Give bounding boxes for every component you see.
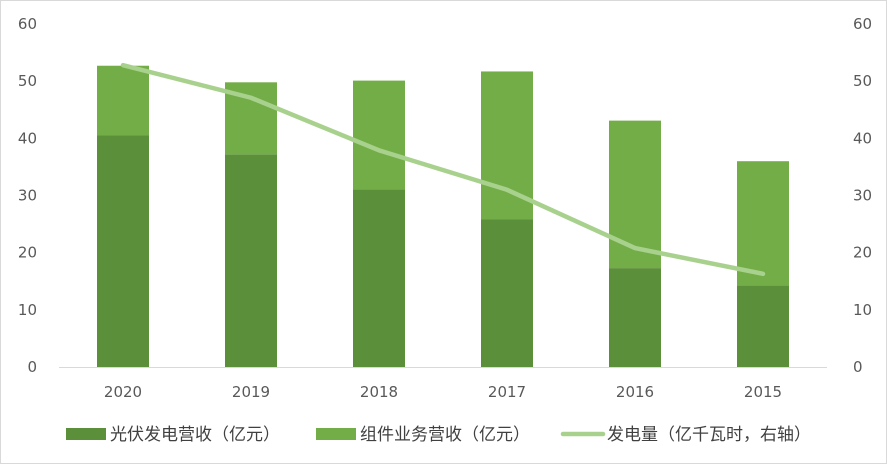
x-tick-label: 2018 [360, 383, 398, 401]
bar-pv-revenue-2020 [97, 135, 149, 367]
right-tick-label: 50 [853, 72, 872, 90]
bar-series-group [97, 66, 789, 367]
legend-label: 发电量（亿千瓦时，右轴） [607, 425, 811, 445]
right-tick-label: 10 [853, 301, 872, 319]
right-tick-label: 40 [853, 129, 872, 147]
x-tick-label: 2016 [616, 383, 654, 401]
bar-pv-revenue-2015 [737, 285, 789, 367]
x-tick-label: 2015 [744, 383, 782, 401]
right-tick-label: 20 [853, 244, 872, 262]
left-tick-label: 40 [18, 129, 37, 147]
left-tick-label: 50 [18, 72, 37, 90]
legend-swatch [316, 428, 356, 440]
bar-pv-revenue-2017 [481, 220, 533, 367]
bar-pv-revenue-2018 [353, 189, 405, 367]
legend-item: 光伏发电营收（亿元） [66, 425, 280, 445]
bar-module-revenue-2020 [97, 66, 149, 136]
right-tick-label: 0 [853, 358, 863, 376]
legend: 光伏发电营收（亿元） 组件业务营收（亿元） 发电量（亿千瓦时，右轴） [66, 425, 811, 445]
legend-item: 发电量（亿千瓦时，右轴） [563, 425, 811, 445]
left-tick-label: 10 [18, 301, 37, 319]
left-tick-label: 30 [18, 187, 37, 205]
line-series-group [123, 65, 763, 274]
right-axis-ticks: 0 10 20 30 40 50 60 [853, 15, 872, 376]
right-tick-label: 60 [853, 15, 872, 33]
x-axis-ticks: 2020 2019 2018 2017 2016 2015 [104, 383, 782, 401]
legend-swatch [66, 428, 106, 440]
legend-label: 光伏发电营收（亿元） [110, 425, 280, 445]
bar-module-revenue-2018 [353, 81, 405, 190]
x-tick-label: 2020 [104, 383, 142, 401]
left-tick-label: 0 [27, 358, 37, 376]
left-axis-ticks: 0 10 20 30 40 50 60 [18, 15, 37, 376]
left-tick-label: 60 [18, 15, 37, 33]
bar-pv-revenue-2016 [609, 268, 661, 367]
left-tick-label: 20 [18, 244, 37, 262]
legend-item: 组件业务营收（亿元） [316, 425, 530, 445]
x-tick-label: 2019 [232, 383, 270, 401]
right-tick-label: 30 [853, 187, 872, 205]
x-tick-label: 2017 [488, 383, 526, 401]
line-generation [123, 65, 763, 274]
bar-module-revenue-2015 [737, 161, 789, 285]
bar-pv-revenue-2019 [225, 154, 277, 367]
legend-label: 组件业务营收（亿元） [360, 425, 530, 445]
